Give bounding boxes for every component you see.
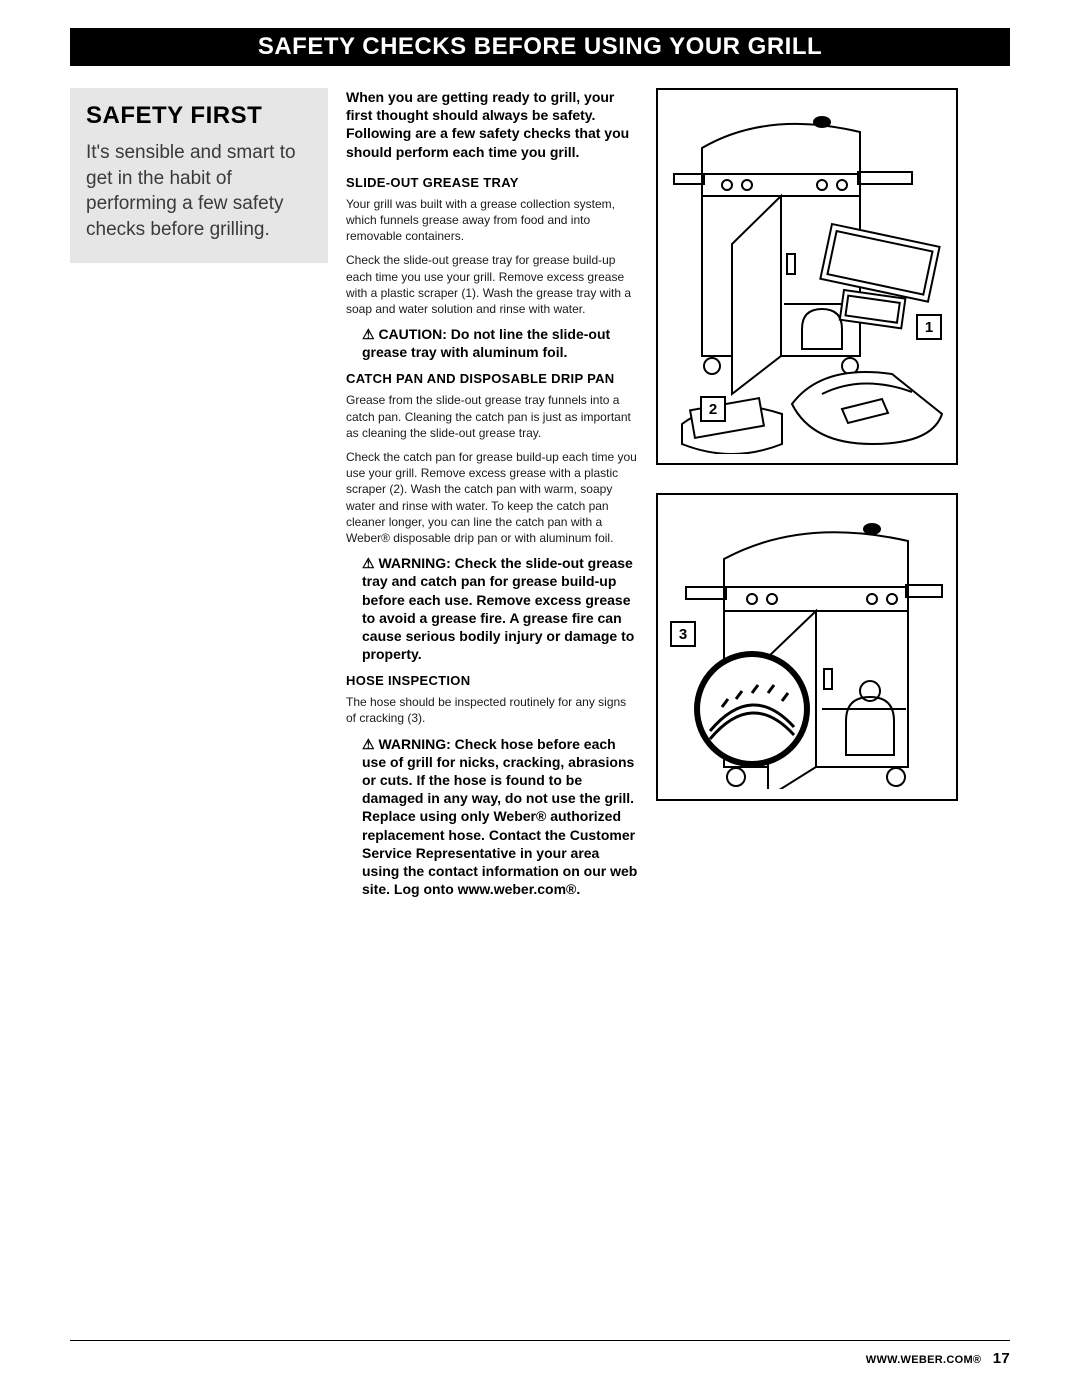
- intro-text: When you are getting ready to grill, you…: [346, 88, 638, 161]
- sidebar-box: SAFETY FIRST It's sensible and smart to …: [70, 88, 328, 263]
- figure-1: 1 2: [656, 88, 958, 465]
- sidebar-title: SAFETY FIRST: [86, 102, 312, 130]
- subhead-grease-tray: SLIDE-OUT GREASE TRAY: [346, 175, 638, 190]
- caution-text: ⚠ CAUTION: Do not line the slide-out gre…: [346, 325, 638, 361]
- callout-3: 3: [670, 621, 696, 647]
- subhead-catch-pan: CATCH PAN AND DISPOSABLE DRIP PAN: [346, 371, 638, 386]
- main-column: When you are getting ready to grill, you…: [346, 88, 638, 908]
- sidebar-column: SAFETY FIRST It's sensible and smart to …: [70, 88, 328, 908]
- footer-rule: [70, 1340, 1010, 1341]
- callout-1: 1: [916, 314, 942, 340]
- sidebar-text: It's sensible and smart to get in the ha…: [86, 140, 312, 243]
- banner-title: SAFETY CHECKS BEFORE USING YOUR GRILL: [258, 33, 822, 61]
- footer: WWW.WEBER.COM® 17: [866, 1350, 1010, 1367]
- figures-column: 1 2: [656, 88, 958, 908]
- grill-illustration-2: [672, 509, 946, 789]
- subhead-hose: HOSE INSPECTION: [346, 673, 638, 688]
- body-text: Check the catch pan for grease build-up …: [346, 449, 638, 546]
- body-text: The hose should be inspected routinely f…: [346, 694, 638, 726]
- footer-url: WWW.WEBER.COM®: [866, 1354, 982, 1366]
- body-text: Grease from the slide-out grease tray fu…: [346, 392, 638, 441]
- body-text: Check the slide-out grease tray for grea…: [346, 252, 638, 317]
- page-number: 17: [993, 1350, 1010, 1367]
- section-banner: SAFETY CHECKS BEFORE USING YOUR GRILL: [70, 28, 1010, 66]
- warning-text: ⚠ WARNING: Check hose before each use of…: [346, 735, 638, 899]
- callout-2: 2: [700, 396, 726, 422]
- figure-2: 3: [656, 493, 958, 801]
- warning-text: ⚠ WARNING: Check the slide-out grease tr…: [346, 554, 638, 663]
- body-text: Your grill was built with a grease colle…: [346, 196, 638, 245]
- content-area: SAFETY FIRST It's sensible and smart to …: [70, 88, 1010, 908]
